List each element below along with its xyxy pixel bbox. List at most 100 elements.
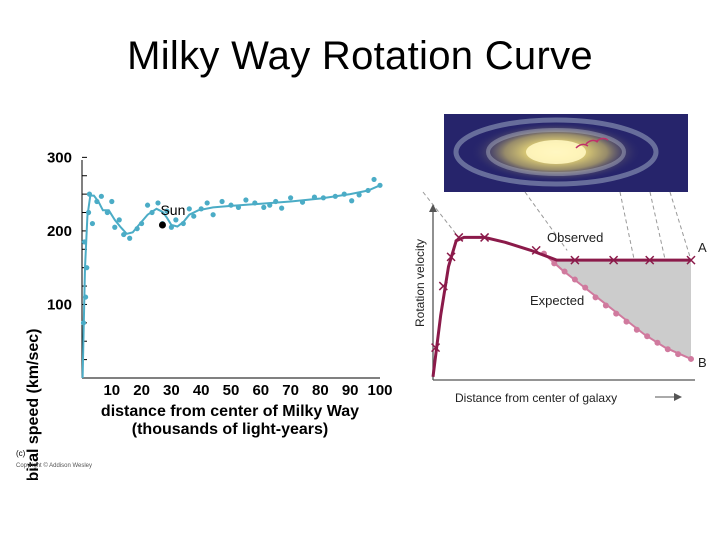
- data-point: [252, 200, 258, 206]
- observed-marker: [446, 252, 456, 262]
- data-point: [98, 193, 104, 199]
- x-axis-label-units: (thousands of light-years): [132, 421, 328, 438]
- y-axis-label: orbital speed (km/sec): [25, 329, 42, 480]
- projection-guide-lines: [422, 191, 692, 261]
- data-point: [164, 208, 170, 214]
- x-tick-label: 10: [103, 382, 120, 399]
- data-point: [112, 224, 118, 230]
- expected-marker: [633, 326, 640, 333]
- data-point: [127, 235, 133, 241]
- x-tick-label: 70: [282, 382, 299, 399]
- observed-marker: [686, 255, 696, 265]
- expected-marker: [592, 294, 599, 301]
- observed-label: Observed: [547, 230, 603, 245]
- expected-markers: [540, 250, 694, 362]
- observed-marker: [570, 255, 580, 265]
- expected-marker: [644, 333, 651, 340]
- data-point: [332, 193, 338, 199]
- sun-marker: [158, 221, 166, 229]
- expected-marker: [582, 284, 589, 291]
- expected-end-label: B: [698, 355, 707, 370]
- x-tick-labels: 10 20 30 40 50 60 70 80 90 100: [103, 382, 392, 399]
- data-point: [228, 202, 234, 208]
- expected-marker: [602, 302, 609, 309]
- data-point: [279, 205, 285, 211]
- x-tick-label: 80: [312, 382, 329, 399]
- data-point: [109, 198, 115, 205]
- data-point: [288, 195, 294, 201]
- expected-marker: [688, 355, 694, 362]
- observed-marker: [480, 232, 490, 242]
- x-tick-label: 60: [252, 382, 269, 399]
- data-point: [89, 220, 96, 227]
- data-point: [82, 294, 89, 300]
- data-point: [365, 187, 371, 194]
- data-point: [121, 231, 127, 238]
- expected-marker: [613, 310, 620, 317]
- observed-end-label: A: [698, 240, 707, 255]
- expected-marker: [654, 339, 661, 346]
- data-point: [94, 198, 100, 205]
- x-tick-label: 50: [223, 382, 240, 399]
- x-tick-label: 90: [342, 382, 359, 399]
- data-points: [80, 176, 383, 326]
- expected-marker: [675, 351, 682, 358]
- data-point: [84, 265, 90, 271]
- data-point: [204, 200, 210, 206]
- copyright-note: Copyright © Addison Wesley: [16, 462, 92, 469]
- guide-line: [649, 191, 666, 261]
- guide-line: [524, 191, 568, 251]
- data-point: [198, 206, 204, 212]
- data-point: [341, 191, 347, 197]
- fitted-curve: [81, 184, 381, 379]
- data-point: [210, 212, 216, 218]
- x-tick-label: 30: [163, 382, 180, 399]
- x-tick-label: 40: [193, 382, 210, 399]
- data-point: [311, 194, 318, 200]
- observed-vs-expected-chart: Observed Expected A B Rotation velocity …: [413, 191, 707, 405]
- expected-marker: [664, 346, 671, 353]
- data-point: [186, 206, 192, 212]
- data-point: [81, 239, 87, 245]
- guide-line: [422, 191, 460, 238]
- axes: [81, 156, 380, 379]
- data-point: [180, 220, 186, 227]
- page-title: Milky Way Rotation Curve: [127, 34, 593, 78]
- y-tick-label: 100: [47, 296, 72, 313]
- data-point: [104, 209, 110, 216]
- galaxy-image: [444, 114, 688, 192]
- expected-marker: [561, 268, 568, 275]
- observed-markers: [431, 232, 696, 353]
- data-point: [149, 209, 155, 216]
- data-point: [371, 176, 377, 183]
- y-tick-labels: 100 200 300: [47, 150, 72, 313]
- data-point: [85, 209, 92, 216]
- y-tick-label: 300: [47, 150, 72, 166]
- data-point: [261, 204, 267, 210]
- data-point: [134, 226, 140, 232]
- data-point: [235, 204, 242, 210]
- data-point: [273, 198, 279, 205]
- data-point: [191, 213, 197, 219]
- figure-caption: (c): [16, 449, 26, 458]
- data-point: [173, 217, 179, 223]
- y-axis-label: Rotation velocity: [413, 239, 427, 327]
- dark-matter-gap-area: [543, 253, 691, 359]
- data-point: [377, 182, 383, 188]
- guide-line: [619, 191, 635, 261]
- y-tick-label: 200: [47, 223, 72, 240]
- expected-marker: [571, 276, 578, 283]
- data-point: [320, 195, 326, 201]
- data-point: [243, 197, 249, 203]
- x-axis-label-arrowhead: [674, 393, 682, 401]
- data-point: [86, 191, 93, 197]
- observed-marker: [531, 245, 541, 255]
- expected-label: Expected: [530, 293, 584, 308]
- rotation-curve-chart: 100 200 300 10 20 30 40 50 60 70 80 90 100 Sun orbi…: [16, 150, 393, 480]
- data-point: [219, 198, 225, 205]
- x-axis-label: distance from center of Milky Way: [101, 403, 359, 420]
- observed-marker: [609, 255, 619, 265]
- guide-line: [669, 191, 692, 261]
- expected-marker: [623, 318, 630, 325]
- observed-marker: [438, 281, 448, 291]
